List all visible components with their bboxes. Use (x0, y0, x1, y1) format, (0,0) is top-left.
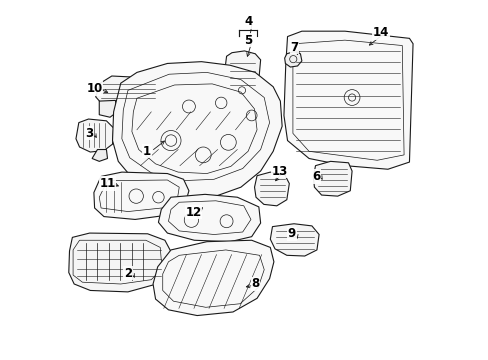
Text: 10: 10 (86, 82, 102, 95)
Polygon shape (224, 51, 260, 96)
Polygon shape (69, 233, 171, 292)
Polygon shape (284, 51, 301, 67)
Text: 8: 8 (251, 278, 259, 291)
Polygon shape (96, 76, 156, 105)
Text: 12: 12 (185, 206, 201, 219)
Polygon shape (254, 172, 289, 206)
Polygon shape (76, 119, 113, 152)
Text: 3: 3 (85, 127, 93, 140)
Polygon shape (112, 62, 282, 198)
Text: 11: 11 (99, 177, 115, 190)
Polygon shape (158, 194, 260, 242)
Text: 4: 4 (244, 15, 252, 28)
Polygon shape (270, 224, 319, 256)
Polygon shape (284, 31, 412, 169)
Text: 5: 5 (244, 33, 252, 47)
Text: 14: 14 (372, 27, 388, 40)
Polygon shape (99, 100, 117, 117)
Text: 2: 2 (123, 267, 132, 280)
Polygon shape (153, 240, 273, 316)
Text: 6: 6 (311, 170, 320, 183)
Polygon shape (313, 161, 351, 196)
Text: 9: 9 (287, 227, 295, 240)
Polygon shape (94, 172, 188, 220)
Polygon shape (92, 149, 107, 161)
Text: 13: 13 (271, 165, 287, 177)
Text: 1: 1 (142, 145, 151, 158)
Text: 7: 7 (290, 41, 298, 54)
